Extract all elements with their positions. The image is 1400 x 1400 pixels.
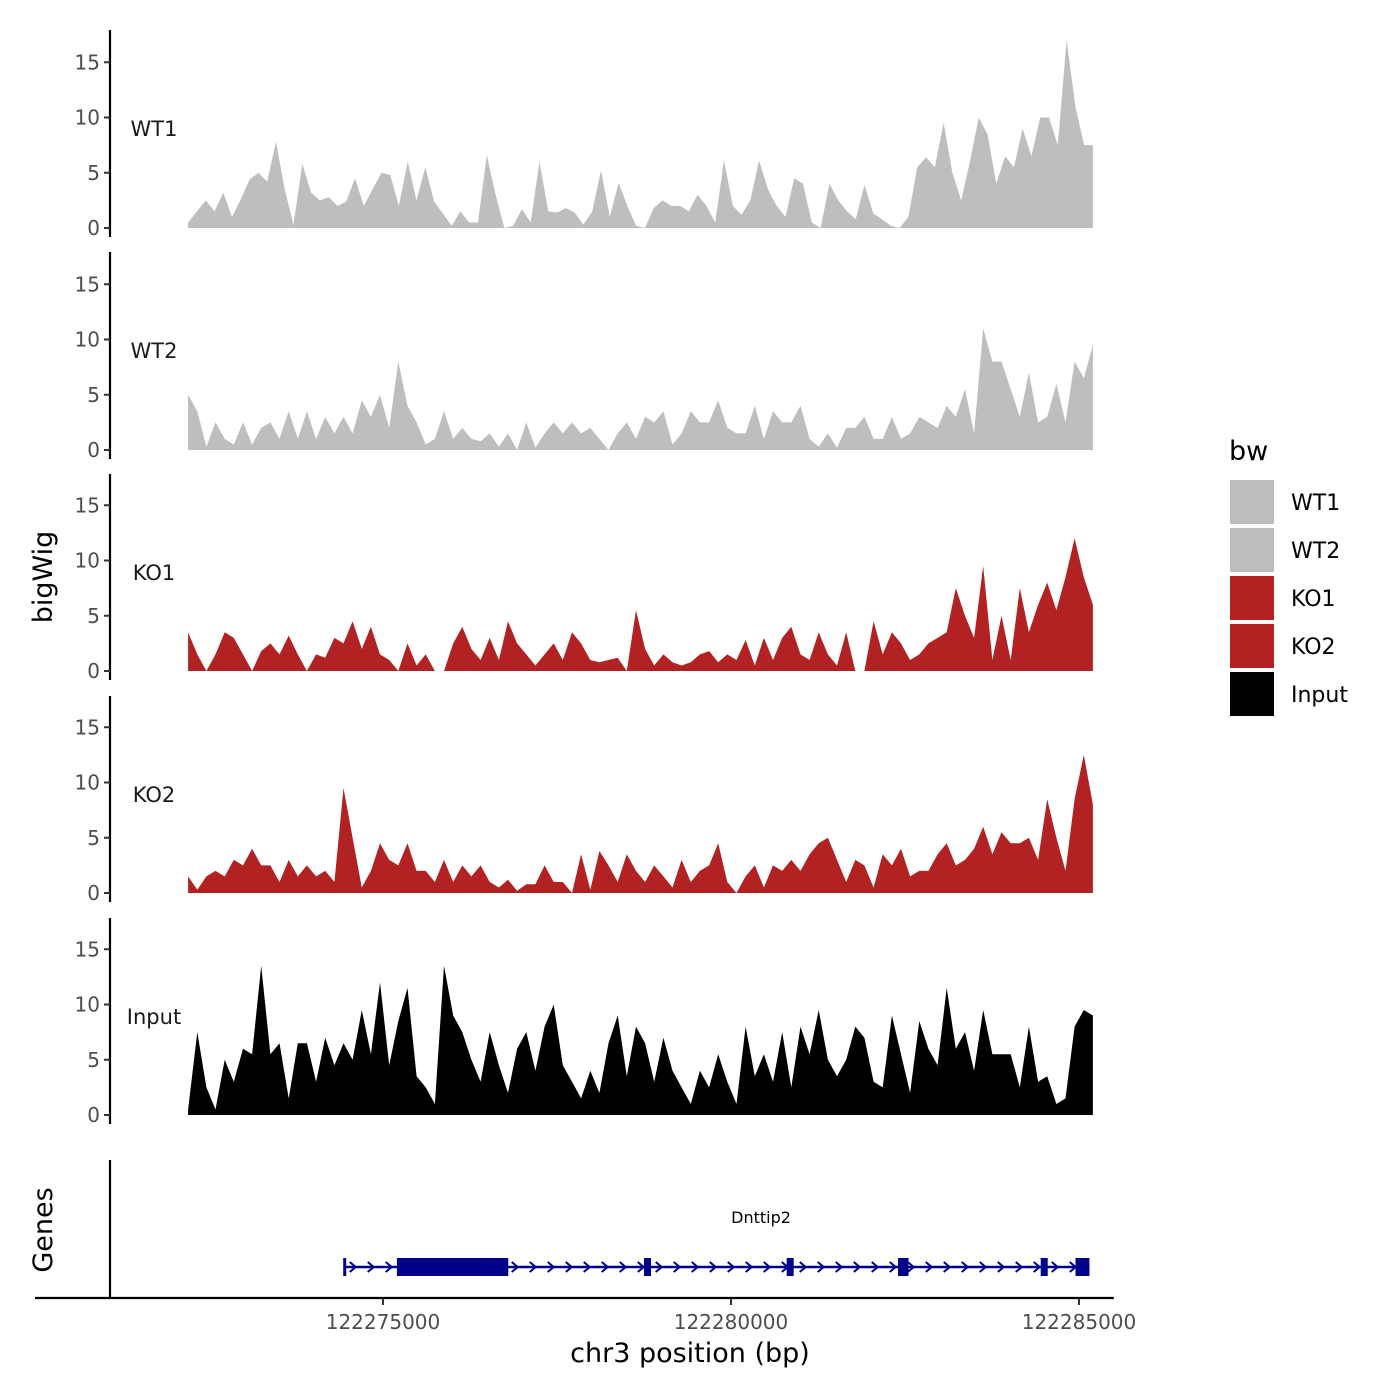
y-tick-label: 5 [87, 826, 100, 850]
strand-arrow-icon [709, 1261, 718, 1273]
y-tick-label: 10 [75, 771, 100, 795]
genes-axis-title: Genes [28, 1187, 59, 1272]
strand-arrow-icon [619, 1261, 628, 1273]
x-axis-title: chr3 position (bp) [570, 1338, 810, 1369]
strand-arrow-icon [853, 1261, 862, 1273]
strand-arrow-icon [511, 1261, 520, 1273]
legend-title: bw [1229, 436, 1268, 467]
strand-arrow-icon [727, 1261, 736, 1273]
legend-label: KO2 [1291, 635, 1336, 660]
x-tick-label: 122275000 [326, 1310, 441, 1334]
legend-swatch-wt1 [1230, 480, 1274, 524]
y-tick-label: 10 [75, 549, 100, 573]
strand-arrow-icon [583, 1261, 592, 1273]
legend-swatch-input [1230, 672, 1274, 716]
legend-label: WT2 [1291, 539, 1340, 564]
strand-arrow-icon [1051, 1261, 1060, 1273]
gene-exon [786, 1258, 794, 1276]
gene-name-label: Dnttip2 [731, 1208, 791, 1227]
legend-swatch-ko1 [1230, 576, 1274, 620]
coverage-area-wt1 [188, 40, 1093, 228]
track-label: KO2 [133, 783, 176, 807]
y-tick-label: 10 [75, 106, 100, 130]
y-tick-label: 15 [75, 715, 100, 739]
x-tick-label: 122285000 [1022, 1310, 1137, 1334]
y-tick-label: 10 [75, 328, 100, 352]
strand-arrow-icon [529, 1261, 538, 1273]
strand-arrow-icon [1015, 1261, 1024, 1273]
gene-exon [644, 1258, 651, 1276]
track-label: WT1 [131, 117, 178, 141]
track-wt2: 0 5 10 15 WT2 [75, 252, 1093, 462]
gene-exon [396, 1258, 509, 1276]
gene-exon [1075, 1258, 1090, 1276]
strand-arrow-icon [673, 1261, 682, 1273]
strand-arrow-icon [799, 1261, 808, 1273]
y-tick-label: 15 [75, 937, 100, 961]
y-tick-label: 10 [75, 993, 100, 1017]
strand-arrow-icon [601, 1261, 610, 1273]
track-label: WT2 [131, 339, 178, 363]
track-label: Input [127, 1005, 181, 1029]
gene-exon [1040, 1258, 1048, 1276]
strand-arrow-icon [871, 1261, 880, 1273]
strand-arrow-icon [349, 1261, 358, 1273]
strand-arrow-icon [385, 1261, 394, 1273]
strand-arrow-icon [835, 1261, 844, 1273]
track-ko1: 0 5 10 15 KO1 [75, 474, 1093, 683]
y-tick-label: 0 [87, 216, 100, 240]
legend-label: WT1 [1291, 491, 1340, 516]
y-tick-label: 0 [87, 1103, 100, 1127]
strand-arrow-icon [691, 1261, 700, 1273]
track-label: KO1 [133, 561, 176, 585]
track-input: 0 5 10 15 Input [75, 918, 1093, 1127]
coverage-area-ko2 [188, 754, 1093, 893]
genes-layer: Dnttip2 [108, 1160, 1090, 1298]
strand-arrow-icon [961, 1261, 970, 1273]
legend-label: KO1 [1291, 587, 1336, 612]
x-axis: 122275000 122280000 122285000 [35, 1296, 1137, 1334]
strand-arrow-icon [907, 1261, 916, 1273]
y-tick-label: 15 [75, 50, 100, 74]
strand-arrow-icon [889, 1261, 898, 1273]
y-tick-label: 15 [75, 493, 100, 517]
legend-swatch-ko2 [1230, 624, 1274, 668]
track-wt1: 0 5 10 15 WT1 [75, 30, 1093, 240]
strand-arrow-icon [997, 1261, 1006, 1273]
y-tick-label: 5 [87, 161, 100, 185]
strand-arrow-icon [763, 1261, 772, 1273]
legend-label: Input [1291, 683, 1348, 708]
track-ko2: 0 5 10 15 KO2 [75, 696, 1093, 905]
strand-arrow-icon [655, 1261, 664, 1273]
legend-swatch-wt2 [1230, 528, 1274, 572]
strand-arrow-icon [1033, 1261, 1042, 1273]
strand-arrow-icon [565, 1261, 574, 1273]
legend: bw WT1 WT2 KO1 KO2 Input [1229, 436, 1348, 716]
y-tick-label: 0 [87, 659, 100, 683]
coverage-area-ko1 [188, 538, 1093, 671]
y-tick-label: 0 [87, 881, 100, 905]
strand-arrow-icon [367, 1261, 376, 1273]
y-tick-label: 0 [87, 438, 100, 462]
tracks-layer: 0 5 10 15 WT1 0 5 10 15 WT2 0 5 10 15 KO1 0 5 10 15 KO2 0 5 10… [75, 30, 1093, 1127]
strand-arrow-icon [547, 1261, 556, 1273]
y-tick-label: 15 [75, 272, 100, 296]
gene-exon [898, 1258, 909, 1276]
y-tick-label: 5 [87, 1048, 100, 1072]
strand-arrow-icon [925, 1261, 934, 1273]
strand-arrow-icon [943, 1261, 952, 1273]
strand-arrow-icon [817, 1261, 826, 1273]
coverage-area-wt2 [188, 328, 1093, 450]
strand-arrow-icon [979, 1261, 988, 1273]
x-tick-label: 122280000 [674, 1310, 789, 1334]
y-tick-label: 5 [87, 383, 100, 407]
strand-arrow-icon [637, 1261, 646, 1273]
y-axis-title: bigWig [28, 531, 59, 624]
strand-arrow-icon [745, 1261, 754, 1273]
coverage-area-input [188, 965, 1093, 1115]
y-tick-label: 5 [87, 604, 100, 628]
